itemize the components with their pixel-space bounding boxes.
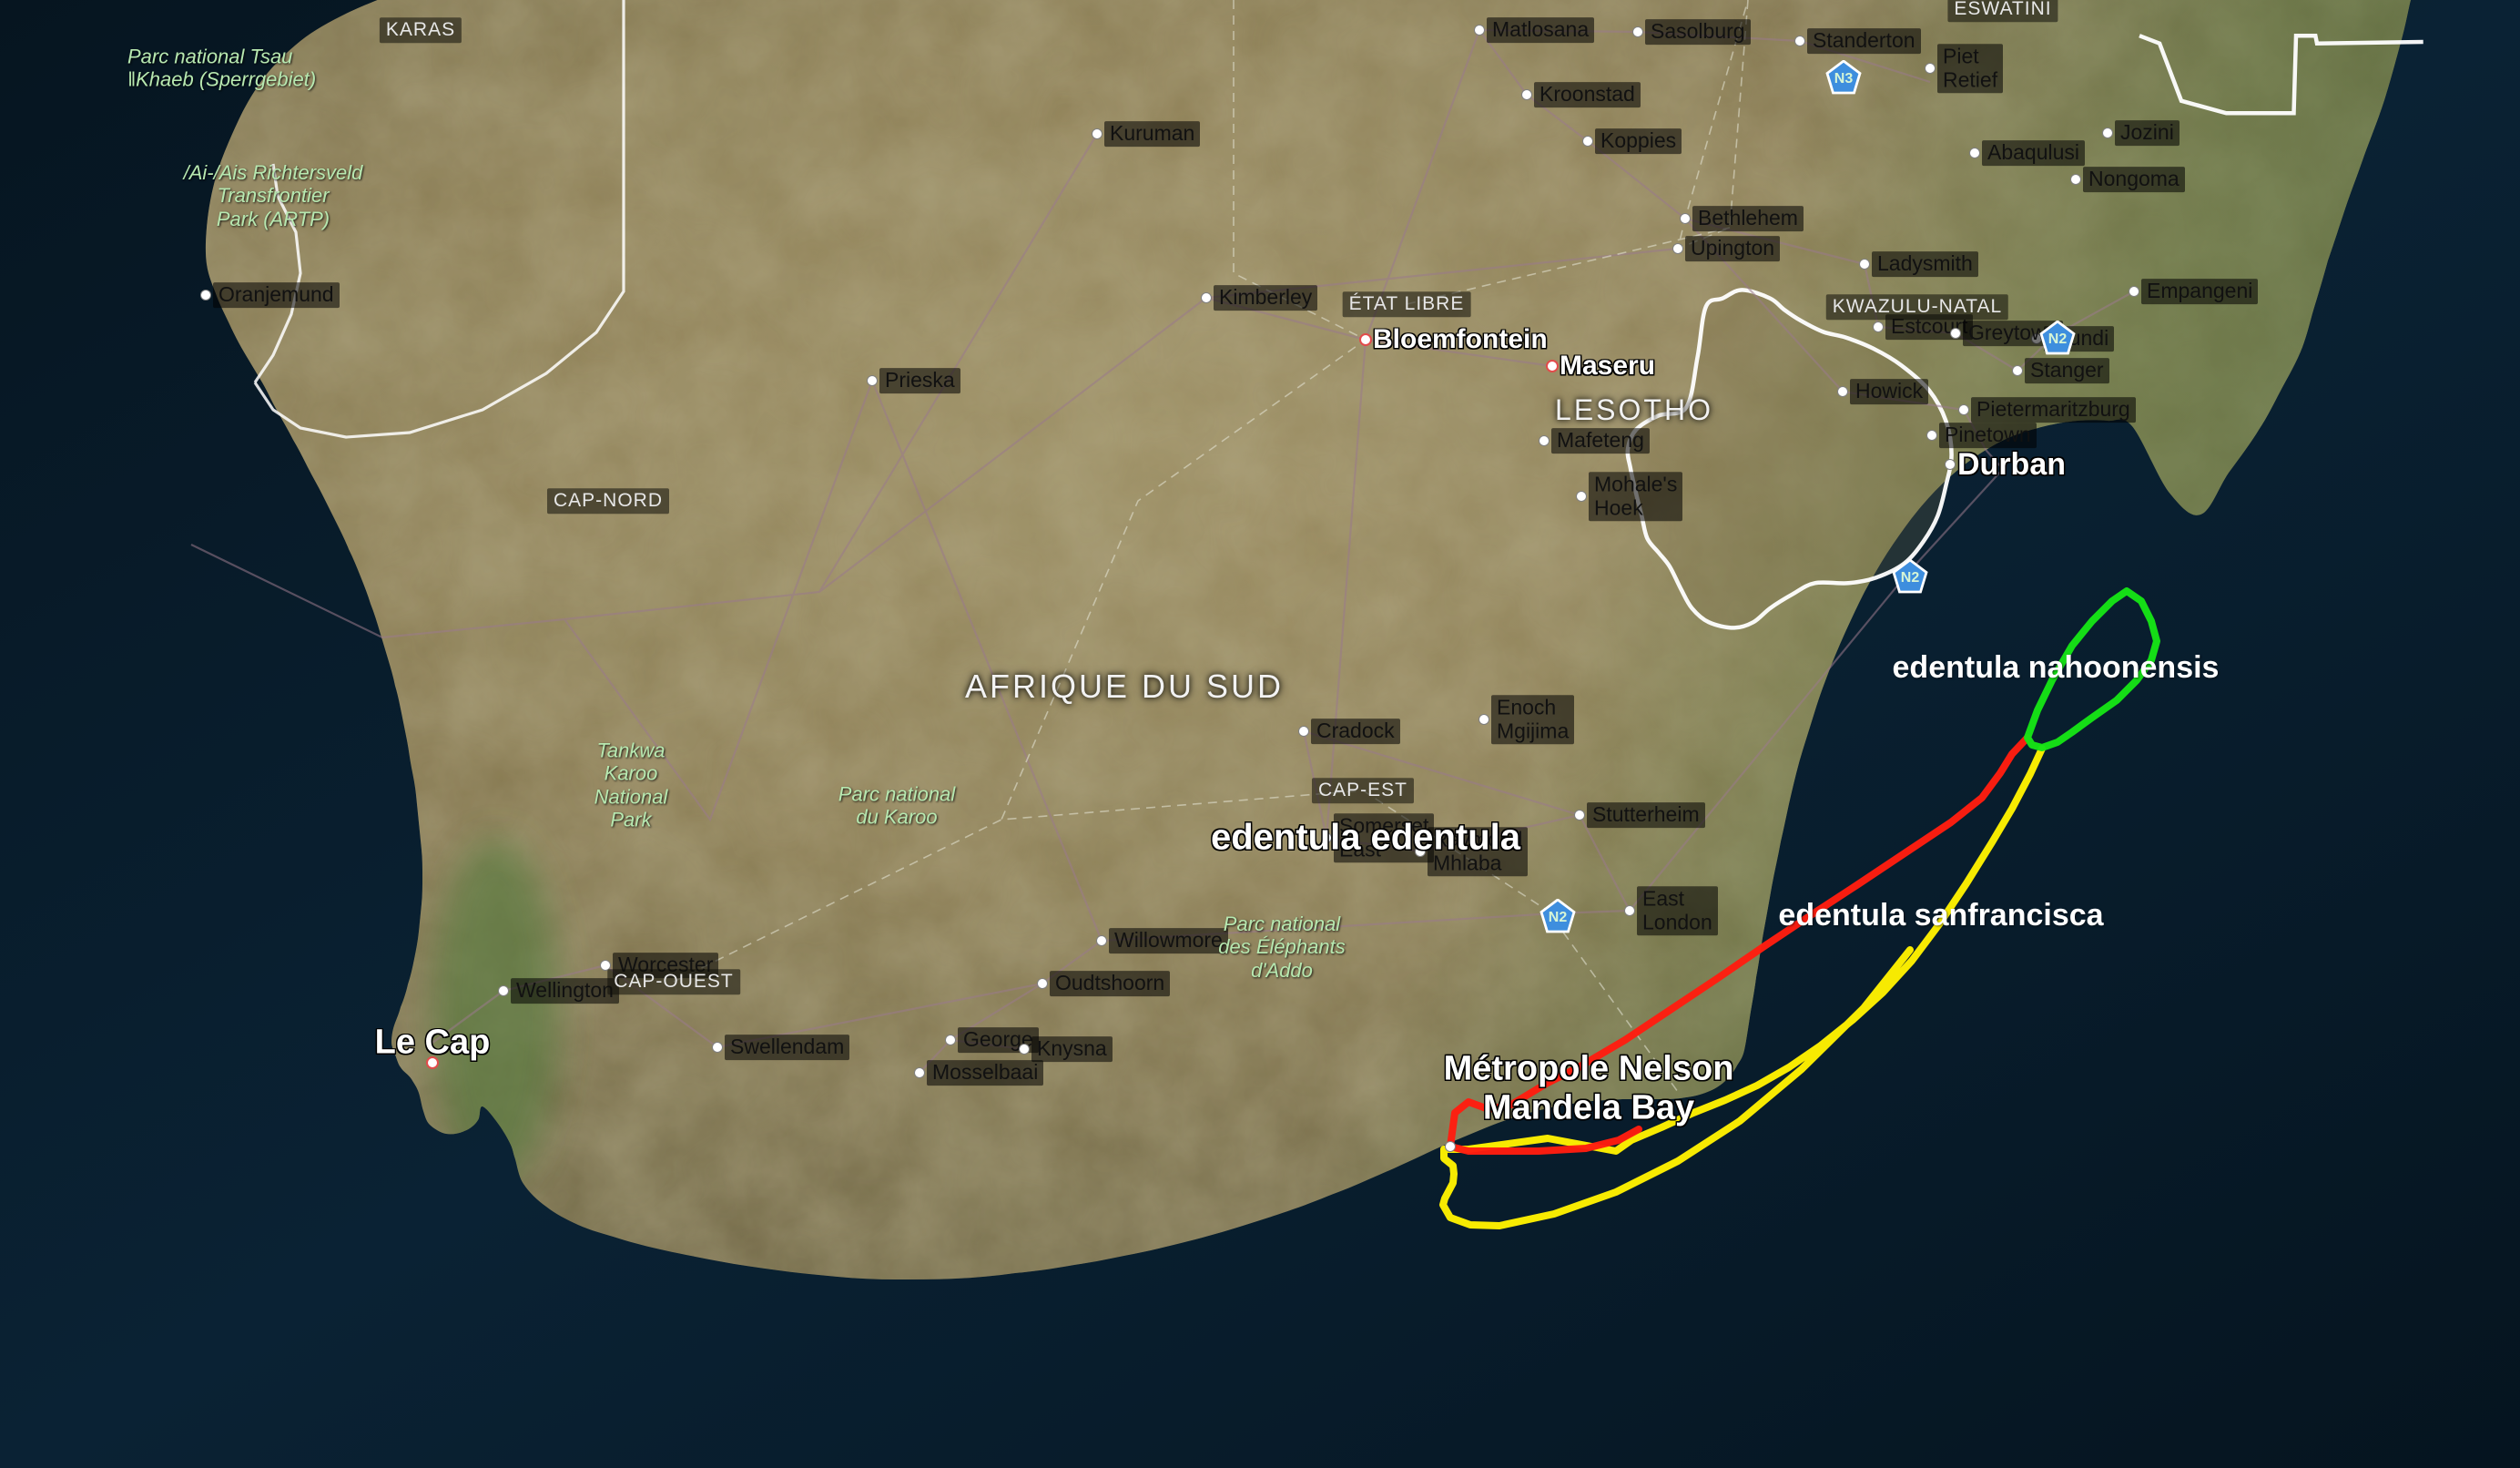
svg-text:N2: N2 [1549, 910, 1568, 925]
svg-text:N3: N3 [1834, 71, 1854, 87]
svg-text:N2: N2 [1901, 570, 1920, 586]
svg-text:N2: N2 [2048, 331, 2068, 347]
